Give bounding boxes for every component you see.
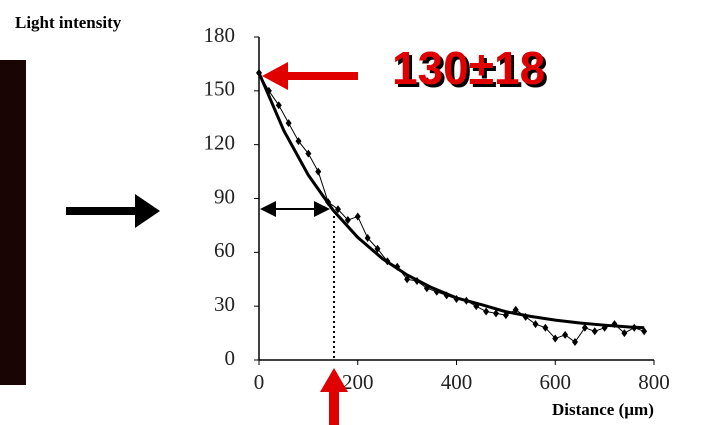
data-point: [532, 320, 539, 329]
y-tick-label: 90: [214, 184, 235, 208]
x-tick-label: 200: [342, 370, 374, 394]
x-tick-label: 800: [638, 370, 670, 394]
data-point: [591, 327, 598, 336]
x-tick-label: 600: [540, 370, 572, 394]
data-point: [354, 212, 361, 221]
data-point: [364, 233, 371, 242]
y-tick-label: 0: [225, 346, 236, 370]
data-point: [493, 309, 499, 318]
annotation: 130±18: [392, 42, 546, 94]
data-point: [621, 329, 628, 338]
data-point: [285, 119, 292, 128]
data-point: [581, 323, 588, 332]
x-tick-label: 0: [254, 370, 265, 394]
data-point: [572, 338, 578, 347]
red-arrow: [262, 62, 358, 90]
y-axis-label: Light intensity: [15, 13, 122, 32]
y-tick-label: 60: [214, 238, 235, 262]
image-strip: [0, 60, 26, 385]
series-line: [257, 72, 645, 330]
x-axis-label: Distance (µm): [552, 400, 654, 419]
data-point: [562, 330, 569, 339]
y-tick-label: 120: [204, 130, 236, 154]
x-tick-label: 400: [441, 370, 473, 394]
y-tick-label: 180: [204, 23, 236, 47]
y-tick-label: 150: [204, 77, 236, 101]
data-point: [344, 216, 351, 225]
plot: 0 30 60 90 120 150 180 0 200 400 600 800: [204, 23, 670, 425]
data-point: [542, 323, 549, 332]
data-point: [295, 137, 302, 146]
pointer-arrow: [66, 194, 160, 228]
data-point: [335, 205, 341, 214]
data-point: [512, 305, 519, 314]
data-point: [483, 307, 490, 316]
data-point: [315, 167, 322, 176]
data-point: [641, 327, 648, 336]
data-point: [305, 149, 312, 158]
series-line: [258, 72, 645, 343]
data-point: [374, 244, 381, 253]
data-point: [275, 101, 282, 110]
y-tick-label: 30: [214, 292, 235, 316]
data-point: [552, 334, 559, 343]
red-arrow: [320, 368, 348, 425]
